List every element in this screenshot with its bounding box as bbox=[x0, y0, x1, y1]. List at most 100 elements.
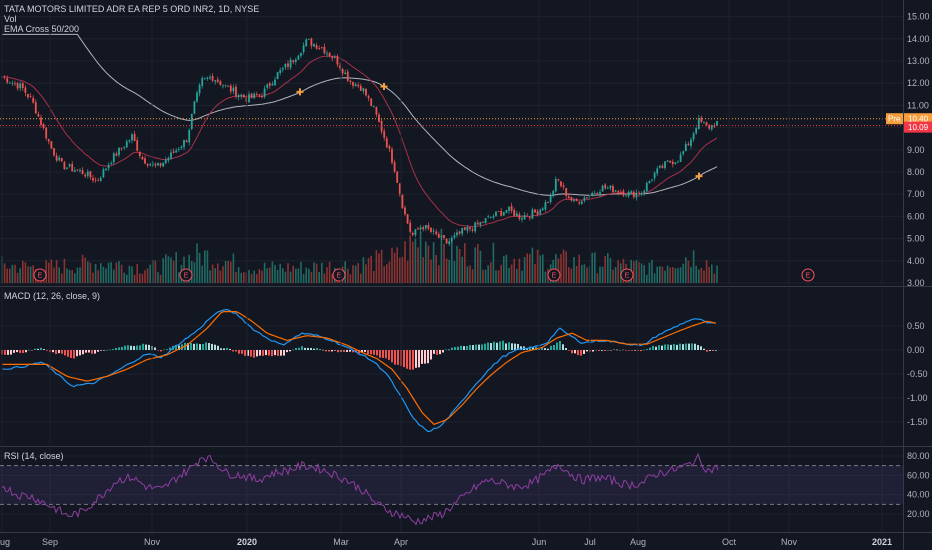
volume-bar bbox=[643, 265, 645, 283]
volume-bar bbox=[360, 273, 362, 283]
candle bbox=[643, 190, 646, 195]
macd-tick-label: 0.50 bbox=[907, 321, 925, 331]
candle bbox=[118, 147, 120, 156]
candle bbox=[463, 227, 466, 230]
candle bbox=[653, 172, 656, 179]
candle bbox=[697, 118, 700, 130]
candle bbox=[162, 162, 165, 167]
volume-bar bbox=[456, 245, 458, 283]
price-legend[interactable]: TATA MOTORS LIMITED ADR EA REP 5 ORD INR… bbox=[4, 4, 259, 34]
volume-bar bbox=[175, 252, 177, 283]
volume-bar bbox=[448, 259, 450, 283]
candle bbox=[164, 159, 167, 164]
candle bbox=[513, 209, 516, 217]
earnings-marker[interactable] bbox=[179, 268, 193, 282]
macd-histogram-bar bbox=[121, 346, 123, 350]
macd-histogram-bar bbox=[55, 350, 57, 355]
candle bbox=[11, 82, 14, 84]
volume-bar bbox=[422, 257, 424, 283]
macd-histogram-bar bbox=[496, 342, 498, 350]
macd-histogram-bar bbox=[439, 350, 441, 355]
candle bbox=[495, 211, 497, 216]
macd-histogram-bar bbox=[295, 348, 297, 350]
macd-histogram-bar bbox=[274, 350, 276, 356]
candle bbox=[617, 191, 620, 193]
symbol-title[interactable]: TATA MOTORS LIMITED ADR EA REP 5 ORD INR… bbox=[4, 4, 260, 14]
volume-bar bbox=[107, 262, 110, 283]
candle bbox=[190, 113, 193, 129]
candle bbox=[510, 205, 513, 211]
volume-bar bbox=[453, 261, 456, 283]
volume-bar bbox=[682, 263, 684, 283]
volume-legend[interactable]: Vol bbox=[4, 14, 17, 24]
candle bbox=[443, 235, 445, 238]
volume-bar bbox=[591, 252, 593, 283]
volume-bar bbox=[295, 268, 297, 283]
macd-histogram-bar bbox=[631, 350, 633, 351]
earnings-marker-label: E bbox=[625, 273, 630, 280]
ema-cross-legend[interactable]: EMA Cross 50/200 bbox=[4, 24, 80, 34]
macd-histogram-bar bbox=[199, 344, 201, 350]
macd-histogram-bar bbox=[346, 350, 348, 352]
candle bbox=[482, 222, 484, 224]
candle bbox=[419, 227, 422, 230]
volume-bar bbox=[14, 264, 16, 283]
earnings-marker[interactable] bbox=[620, 268, 634, 282]
earnings-marker[interactable] bbox=[801, 268, 815, 282]
earnings-marker[interactable] bbox=[547, 268, 561, 282]
candle bbox=[661, 165, 664, 168]
candle bbox=[471, 229, 474, 231]
macd-histogram-bar bbox=[268, 350, 270, 356]
macd-histogram-bar bbox=[70, 350, 72, 359]
volume-bar bbox=[635, 260, 638, 283]
volume-bar bbox=[523, 257, 526, 283]
volume-bar bbox=[674, 268, 677, 283]
candle bbox=[305, 39, 308, 47]
candle bbox=[557, 179, 560, 181]
candle bbox=[183, 139, 185, 148]
candle bbox=[144, 158, 146, 164]
volume-bar bbox=[383, 266, 385, 283]
macd-histogram-bar bbox=[472, 345, 474, 350]
volume-bar bbox=[193, 262, 196, 283]
candle bbox=[328, 52, 331, 57]
macd-histogram-bar bbox=[547, 348, 549, 350]
candle bbox=[391, 149, 393, 163]
macd-histogram-bar bbox=[202, 344, 204, 350]
macd-histogram-bar bbox=[478, 344, 480, 350]
macd-histogram-bar bbox=[643, 349, 645, 351]
volume-bar bbox=[61, 273, 63, 283]
rsi-pane[interactable] bbox=[0, 0, 903, 532]
candle bbox=[99, 177, 102, 181]
price-axis[interactable]: 15.0014.0013.0012.0011.0010.009.008.007.… bbox=[886, 0, 932, 550]
time-tick-label: Oct bbox=[722, 537, 737, 547]
volume-bar bbox=[55, 260, 58, 283]
volume-bar bbox=[529, 253, 531, 283]
candle bbox=[591, 192, 594, 195]
candle bbox=[86, 171, 89, 176]
candle bbox=[606, 187, 609, 189]
volume-bar bbox=[300, 261, 302, 283]
macd-histogram-bar bbox=[178, 345, 180, 350]
macd-histogram-bar bbox=[502, 340, 504, 350]
volume-bar bbox=[640, 263, 643, 283]
macd-histogram-bar bbox=[481, 344, 483, 350]
earnings-marker[interactable] bbox=[33, 268, 47, 282]
volume-bar bbox=[503, 255, 505, 283]
candle bbox=[79, 169, 81, 171]
time-tick-label: Jul bbox=[584, 537, 596, 547]
volume-bar bbox=[313, 262, 315, 283]
macd-histogram-bar bbox=[256, 350, 258, 357]
earnings-marker[interactable] bbox=[332, 268, 346, 282]
time-axis[interactable]: Aug Sep Nov 2020 Mar Apr Jun Jul Aug Oct Nov 2021 bbox=[0, 532, 932, 548]
macd-histogram-bar bbox=[88, 350, 90, 353]
macd-legend[interactable]: MACD (12, 26, close, 9) bbox=[4, 291, 101, 301]
candle bbox=[604, 184, 607, 189]
volume-bar bbox=[110, 262, 112, 283]
rsi-legend[interactable]: RSI (14, close) bbox=[4, 451, 64, 461]
volume-bar bbox=[461, 256, 463, 283]
candle bbox=[326, 53, 328, 55]
candle bbox=[266, 84, 269, 88]
